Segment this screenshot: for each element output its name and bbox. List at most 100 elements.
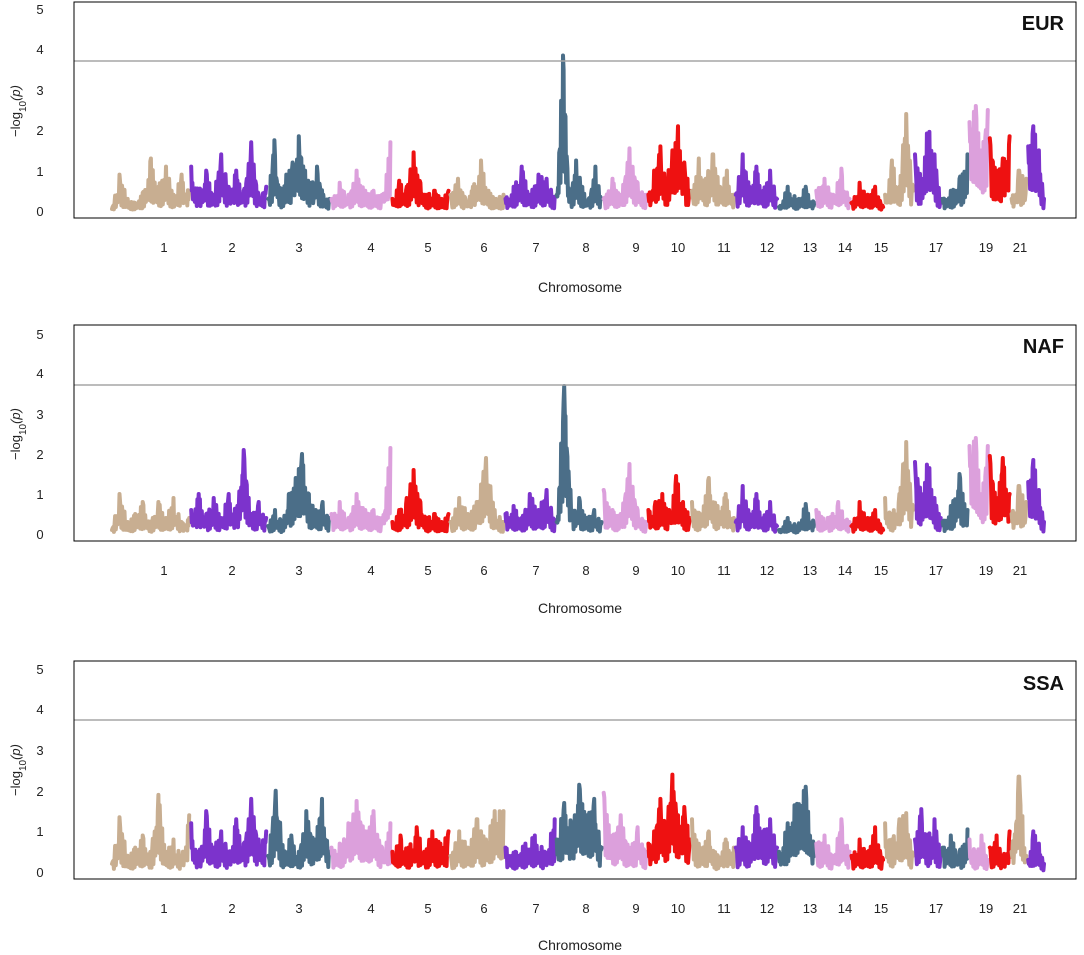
chromosome-2-series bbox=[189, 796, 269, 870]
panel-eur-series bbox=[110, 53, 1046, 212]
x-tick-label: 21 bbox=[1013, 901, 1027, 916]
x-tick-label: 2 bbox=[228, 240, 235, 255]
panel-naf-title: NAF bbox=[1023, 336, 1064, 358]
chromosome-11-series bbox=[690, 152, 736, 210]
chromosome-9-series bbox=[601, 462, 649, 534]
x-tick-label: 13 bbox=[803, 240, 817, 255]
chromosome-9-series bbox=[601, 146, 649, 211]
y-tick-label: 5 bbox=[36, 2, 43, 17]
x-tick-label: 4 bbox=[367, 563, 374, 578]
chromosome-12-series bbox=[733, 805, 779, 870]
x-tick-label: 14 bbox=[838, 240, 852, 255]
chromosome-8-series bbox=[554, 384, 604, 534]
x-tick-label: 15 bbox=[874, 563, 888, 578]
x-tick-label: 12 bbox=[760, 901, 774, 916]
y-tick-label: 4 bbox=[36, 702, 43, 717]
chromosome-16-series bbox=[883, 811, 915, 870]
panel-naf-frame bbox=[73, 324, 1077, 542]
x-tick-label: 12 bbox=[760, 563, 774, 578]
chromosome-9-series bbox=[601, 790, 649, 871]
chromosome-13-series bbox=[777, 502, 817, 535]
chromosome-5-series bbox=[390, 150, 451, 211]
chromosome-21-series bbox=[1009, 484, 1029, 530]
chromosome-17-series bbox=[913, 807, 943, 869]
x-tick-label: 17 bbox=[929, 240, 943, 255]
x-tick-label: 15 bbox=[874, 240, 888, 255]
x-tick-label: 1 bbox=[160, 901, 167, 916]
panel-ssa-series bbox=[110, 772, 1046, 873]
x-tick-label: 5 bbox=[424, 901, 431, 916]
x-tick-label: 6 bbox=[480, 901, 487, 916]
chromosome-19-series bbox=[967, 833, 990, 871]
y-tick-label: 2 bbox=[36, 123, 43, 138]
chromosome-22-series bbox=[1026, 124, 1046, 211]
x-tick-label: 3 bbox=[295, 563, 302, 578]
chromosome-2-series bbox=[189, 140, 269, 210]
x-tick-label: 11 bbox=[717, 901, 731, 916]
y-tick-label: 4 bbox=[36, 366, 43, 381]
x-tick-label: 14 bbox=[838, 901, 852, 916]
panel-naf-xticks: 1 2 3 4 5 6 7 8 9 10 11 12 13 14 15 17 1… bbox=[160, 563, 1027, 578]
chromosome-18-series bbox=[940, 472, 970, 533]
x-tick-label: 7 bbox=[532, 240, 539, 255]
x-tick-label: 5 bbox=[424, 240, 431, 255]
x-tick-label: 2 bbox=[228, 901, 235, 916]
y-tick-label: 1 bbox=[36, 824, 43, 839]
y-tick-label: 3 bbox=[36, 743, 43, 758]
chromosome-5-series bbox=[390, 825, 451, 870]
y-tick-label: 0 bbox=[36, 204, 43, 219]
panel-eur: −log10(p) 0 1 2 3 4 5 1 2 3 4 5 6 7 8 9 … bbox=[8, 1, 1077, 295]
chromosome-15-series bbox=[849, 825, 886, 871]
panel-ssa-xlabel: Chromosome bbox=[538, 937, 622, 953]
y-tick-label: 4 bbox=[36, 42, 43, 57]
chromosome-3-series bbox=[266, 452, 332, 534]
chromosome-10-series bbox=[646, 772, 692, 867]
chromosome-16-series bbox=[883, 112, 915, 207]
chromosome-10-series bbox=[646, 124, 692, 208]
chromosome-6-series bbox=[448, 809, 506, 871]
y-tick-label: 5 bbox=[36, 327, 43, 342]
chromosome-21-series bbox=[1009, 774, 1029, 865]
chromosome-8-series bbox=[554, 782, 604, 868]
panel-eur-frame bbox=[73, 1, 1077, 219]
x-tick-label: 15 bbox=[874, 901, 888, 916]
y-tick-label: 1 bbox=[36, 487, 43, 502]
x-tick-label: 13 bbox=[803, 901, 817, 916]
chromosome-14-series bbox=[814, 817, 852, 871]
chromosome-12-series bbox=[733, 484, 779, 534]
x-tick-label: 3 bbox=[295, 240, 302, 255]
chromosome-17-series bbox=[913, 460, 943, 533]
x-tick-label: 8 bbox=[582, 563, 589, 578]
y-tick-label: 1 bbox=[36, 164, 43, 179]
panel-naf-ylabel: −log10(p) bbox=[8, 408, 29, 460]
chromosome-1-series bbox=[110, 156, 192, 212]
x-tick-label: 4 bbox=[367, 901, 374, 916]
chromosome-3-series bbox=[266, 134, 332, 211]
x-tick-label: 12 bbox=[760, 240, 774, 255]
chromosome-17-series bbox=[913, 129, 943, 210]
chromosome-18-series bbox=[940, 152, 970, 211]
panel-naf-series bbox=[110, 384, 1046, 535]
x-tick-label: 21 bbox=[1013, 563, 1027, 578]
chromosome-12-series bbox=[733, 152, 779, 210]
x-tick-label: 6 bbox=[480, 563, 487, 578]
chromosome-22-series bbox=[1026, 829, 1046, 873]
x-tick-label: 4 bbox=[367, 240, 374, 255]
x-tick-label: 19 bbox=[979, 563, 993, 578]
y-tick-label: 0 bbox=[36, 527, 43, 542]
x-tick-label: 19 bbox=[979, 901, 993, 916]
x-tick-label: 8 bbox=[582, 240, 589, 255]
x-tick-label: 9 bbox=[632, 901, 639, 916]
chromosome-18-series bbox=[940, 827, 970, 870]
x-tick-label: 7 bbox=[532, 901, 539, 916]
chromosome-1-series bbox=[110, 792, 192, 871]
chromosome-16-series bbox=[883, 440, 915, 533]
chromosome-2-series bbox=[189, 448, 269, 533]
chromosome-3-series bbox=[266, 788, 332, 870]
panel-ssa: −log10(p) 0 1 2 3 4 5 1 2 3 4 5 6 7 8 9 … bbox=[8, 660, 1077, 953]
x-tick-label: 14 bbox=[838, 563, 852, 578]
panel-eur-yticks: 0 1 2 3 4 5 bbox=[36, 2, 43, 219]
chromosome-15-series bbox=[849, 180, 886, 212]
y-tick-label: 5 bbox=[36, 662, 43, 677]
chromosome-6-series bbox=[448, 158, 506, 211]
